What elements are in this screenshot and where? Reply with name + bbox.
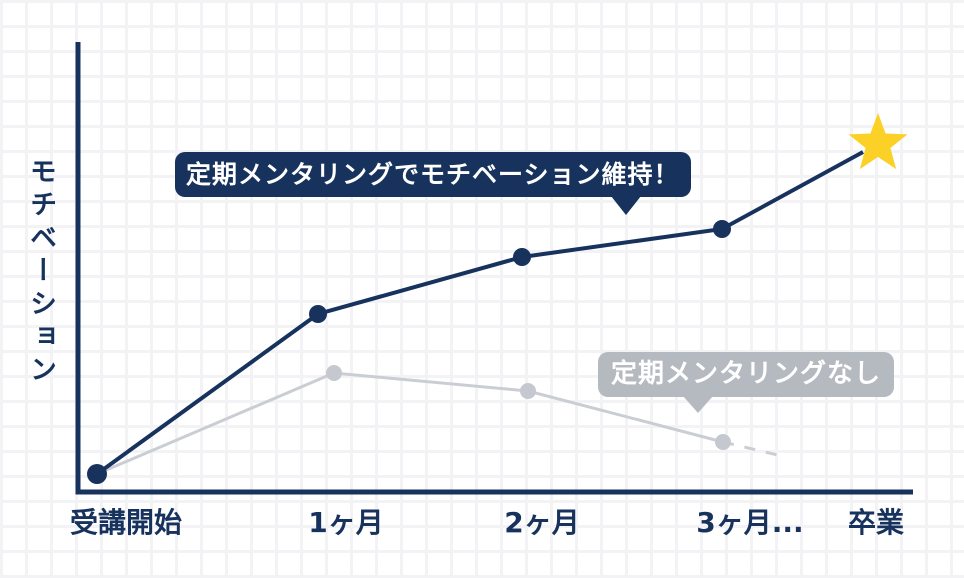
axes <box>75 42 913 495</box>
line-no-mentoring-fadeout <box>722 440 787 459</box>
callout-tail-down-icon <box>611 196 641 215</box>
x-axis-label-start: 受講開始 <box>69 506 183 539</box>
line-no-mentoring <box>96 371 724 476</box>
callout-with-mentoring: 定期メンタリングでモチベーション維持！ <box>175 152 691 215</box>
data-point-no-mentoring <box>715 434 731 450</box>
goal-star-icon <box>848 113 908 170</box>
data-point-with-mentoring <box>87 464 107 484</box>
data-point-no-mentoring <box>326 365 342 381</box>
x-axis-label-graduation: 卒業 <box>847 506 905 539</box>
callout-tail-down-icon <box>683 396 713 413</box>
x-axis-label-month3: 3ヶ月... <box>696 506 804 539</box>
callout-without-mentoring-text: 定期メンタリングなし <box>611 359 882 389</box>
callout-without-mentoring: 定期メンタリングなし <box>598 352 895 413</box>
data-point-with-mentoring <box>309 305 327 323</box>
callout-with-mentoring-text: 定期メンタリングでモチベーション維持！ <box>186 160 680 189</box>
y-axis-label: モチベーション <box>25 157 56 388</box>
data-point-no-mentoring <box>520 383 536 399</box>
data-point-with-mentoring <box>513 248 531 266</box>
x-axis-label-month2: 2ヶ月 <box>504 506 580 539</box>
data-point-with-mentoring <box>713 220 731 238</box>
x-axis-label-month1: 1ヶ月 <box>308 506 384 539</box>
